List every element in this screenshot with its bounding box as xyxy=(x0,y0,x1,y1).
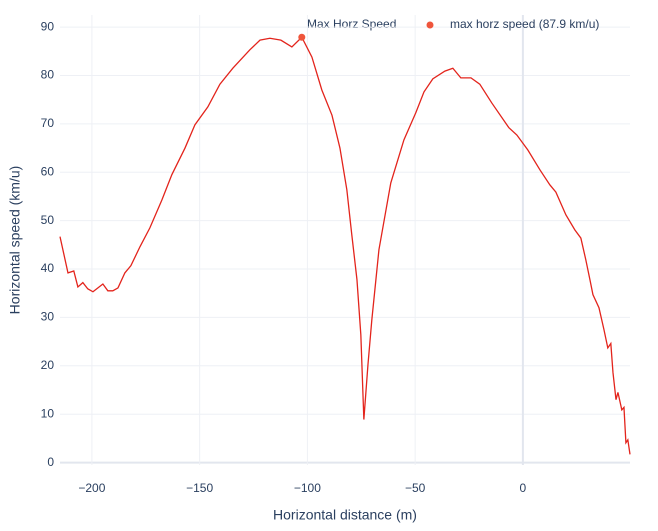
x-tick-label: −100 xyxy=(294,481,321,495)
y-tick-label: 90 xyxy=(41,19,55,33)
y-tick-label: 50 xyxy=(41,213,55,227)
x-tick-label: −50 xyxy=(405,481,426,495)
y-tick-label: 80 xyxy=(41,68,55,82)
speed-line xyxy=(59,36,631,455)
y-tick-label: 0 xyxy=(47,455,54,469)
y-tick-label: 10 xyxy=(41,406,55,420)
y-axis-title: Horizontal speed (km/u) xyxy=(7,166,23,315)
y-tick-label: 20 xyxy=(41,358,55,372)
y-tick-label: 60 xyxy=(41,164,55,178)
x-axis-title: Horizontal distance (m) xyxy=(273,507,417,523)
legend-title: Max Horz Speed xyxy=(307,17,396,31)
y-tick-label: 70 xyxy=(41,116,55,130)
legend-marker[interactable] xyxy=(426,21,434,29)
legend-label[interactable]: max horz speed (87.9 km/u) xyxy=(450,17,599,31)
x-tick-label: −150 xyxy=(186,481,213,495)
x-tick-label: 0 xyxy=(520,481,527,495)
max-point xyxy=(298,33,306,41)
y-tick-label: 40 xyxy=(41,261,55,275)
y-tick-label: 30 xyxy=(41,310,55,324)
x-tick-label: −200 xyxy=(78,481,105,495)
